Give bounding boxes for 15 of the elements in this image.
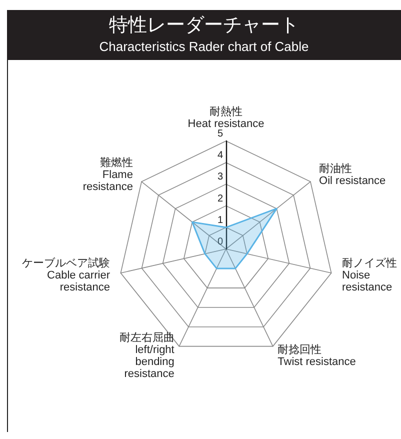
y-tick-label: 5 — [217, 128, 224, 140]
chart-title: 特性レーダーチャート — [108, 13, 300, 38]
y-tick-label: 3 — [217, 172, 224, 183]
spoke-label: 難燃性 Flame resistance — [82, 156, 133, 193]
spoke-label: ケーブルベア試験 Cable carrier resistance — [22, 256, 110, 294]
y-tick-label: 0 — [217, 236, 224, 248]
y-tick-label: 4 — [217, 150, 224, 162]
spoke-label: 耐左右屈曲 left/right bending resistance — [119, 331, 174, 380]
spoke-label: 耐捻回性 Twist resistance — [278, 344, 356, 368]
y-tick-label: 1 — [217, 214, 224, 226]
spoke-label: 耐油性 Oil resistance — [319, 162, 386, 187]
spoke-label: 耐熱性 Heat resistance — [188, 105, 264, 130]
y-tick-label: 2 — [217, 193, 224, 204]
spoke-label: 耐ノイズ性 Noise resistance — [342, 257, 398, 294]
chart-subtitle: Characteristics Rader chart of Cable — [98, 38, 310, 56]
